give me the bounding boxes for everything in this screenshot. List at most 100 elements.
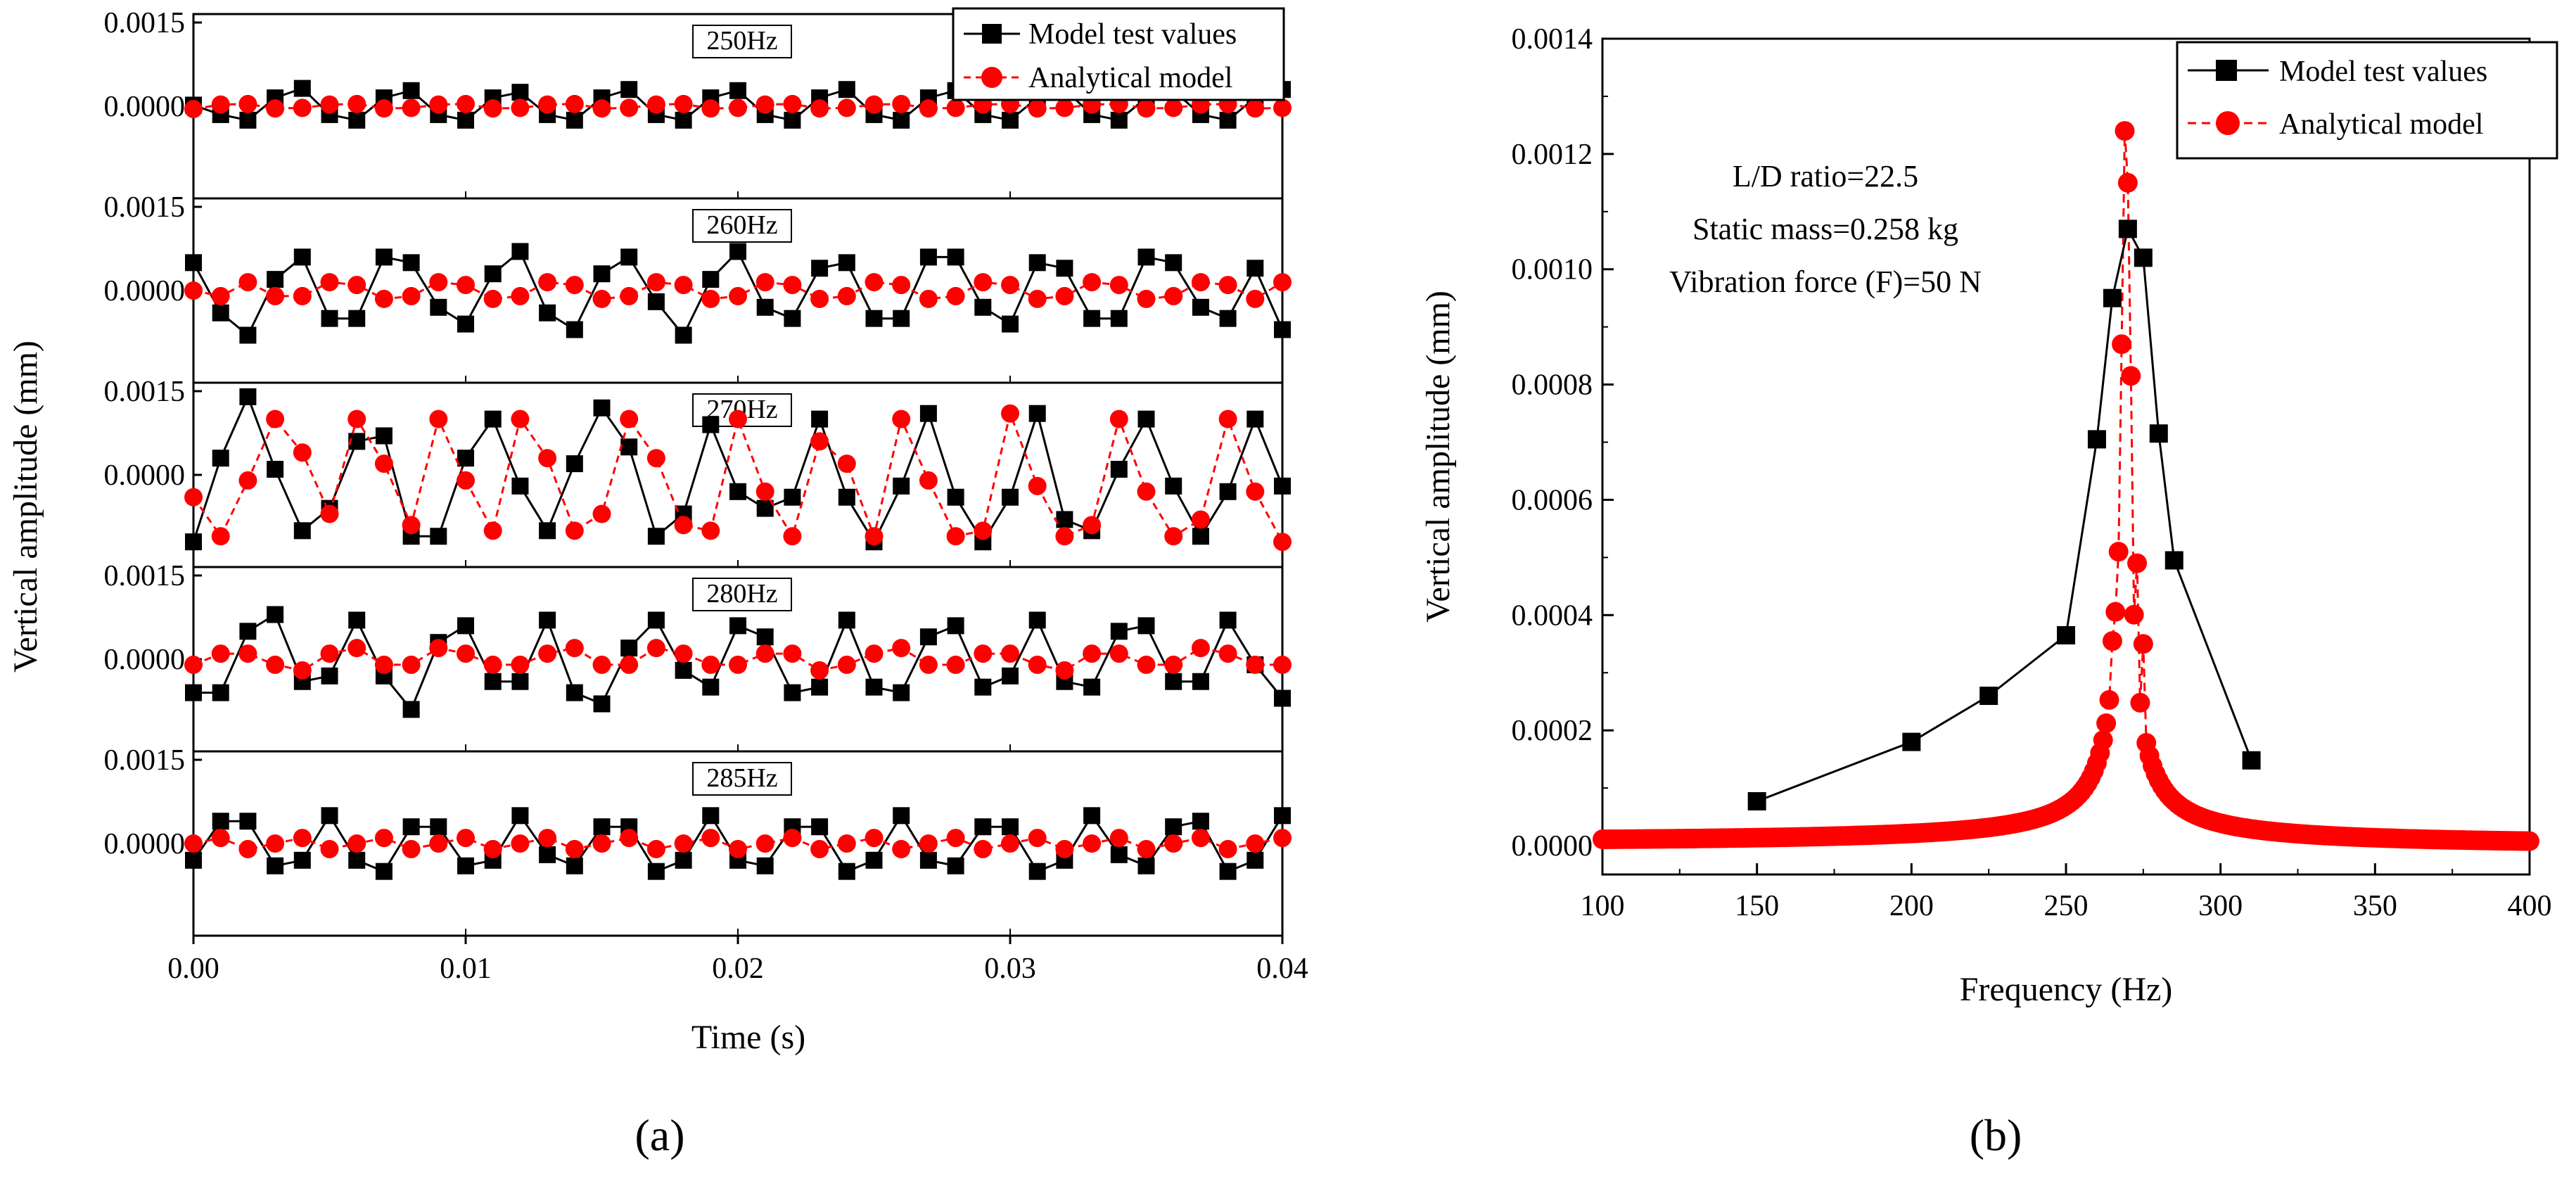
panel-a-subplot-280Hz: 0.0015 0.0000 280Hz (104, 560, 1292, 753)
analytical-model-point (2102, 631, 2122, 651)
test-value-point (348, 310, 366, 327)
analytical-model-point (1055, 661, 1074, 680)
analytical-model-point (646, 95, 665, 114)
panel-b-legend-label-model: Analytical model (2279, 108, 2483, 141)
analytical-model-point (565, 521, 584, 540)
test-value-point (756, 857, 774, 874)
analytical-model-point (592, 834, 611, 853)
analytical-model-point (701, 521, 720, 540)
analytical-model-point (374, 289, 393, 308)
analytical-model-point (511, 98, 530, 117)
analytical-model-point (266, 99, 285, 118)
test-value-point (566, 111, 583, 129)
analytical-model-point (266, 655, 285, 674)
test-value-point (321, 667, 338, 685)
analytical-model-point (1191, 639, 1210, 658)
analytical-model-point (347, 276, 366, 295)
analytical-model-point (946, 829, 965, 848)
y-tick-label: 0.0006 (1512, 484, 1593, 516)
frequency-label: 285Hz (706, 763, 777, 793)
test-value-point (947, 857, 964, 874)
test-value-point (838, 863, 855, 880)
analytical-model-point (755, 482, 774, 501)
analytical-model-point (184, 99, 203, 118)
panel-a-subplots: 0.00150.0000250Hz0.00150.0000260Hz0.0015… (104, 7, 1292, 937)
analytical-model-point (1109, 829, 1128, 848)
test-value-point (919, 628, 937, 646)
analytical-model-point (674, 834, 693, 853)
analytical-model-point (184, 281, 203, 300)
analytical-model-point (402, 655, 421, 674)
frequency-label-box (692, 209, 792, 243)
test-value-point (919, 405, 937, 422)
test-value-point (1979, 687, 1998, 706)
test-value-point (647, 293, 665, 310)
analytical-model-point (729, 839, 747, 858)
test-value-point (974, 818, 992, 836)
analytical-model-point (674, 644, 693, 663)
test-value-point (267, 461, 284, 478)
x-tick-label: 400 (2508, 890, 2552, 922)
test-value-point (893, 111, 910, 129)
panel-b-legend-box (2176, 41, 2558, 160)
test-value-point (1192, 528, 1209, 545)
panel-b-legend: Model test values Analytical model (2176, 41, 2558, 160)
test-value-point (348, 111, 366, 129)
analytical-model-point (2520, 831, 2539, 851)
analytical-model-point (701, 829, 720, 848)
test-value-point (1165, 477, 1182, 495)
test-value-point (293, 248, 311, 266)
analytical-model-point (374, 454, 393, 473)
analytical-model-point (1055, 527, 1074, 546)
test-value-point (1246, 410, 1264, 428)
analytical-model-point (1164, 655, 1183, 674)
test-value-point (784, 111, 801, 129)
test-value-point (1137, 857, 1155, 874)
analytical-model-point (1218, 276, 1237, 295)
y-tick-label: 0.0015 (104, 376, 186, 408)
test-value-point (1056, 260, 1073, 277)
analytical-model-point (592, 289, 611, 308)
test-value-point (1028, 863, 1046, 880)
analytical-model-point (457, 829, 475, 848)
panel-b-chart: 100 150 200 250 300 350 400 0.0000 0.0002 0.0004 0… (1420, 23, 2558, 1008)
analytical-model-point (865, 527, 884, 546)
test-value-point (675, 111, 692, 129)
test-value-point (974, 678, 992, 696)
analytical-model-point (701, 655, 720, 674)
test-value-point (2164, 551, 2183, 570)
analytical-model-point (211, 527, 230, 546)
analytical-model-point (2117, 172, 2138, 193)
test-value-point (402, 701, 420, 718)
analytical-model-point (592, 504, 611, 523)
test-value-point (811, 818, 829, 836)
test-value-point (620, 248, 638, 266)
x-tick-label: 200 (1889, 890, 1934, 922)
test-value-point (457, 450, 474, 467)
test-value-point (457, 111, 474, 129)
test-value-point (1747, 791, 1766, 810)
panel-b-legend-label-test: Model test values (2279, 56, 2487, 88)
frequency-label-box (692, 578, 792, 611)
y-tick-label: 0.0015 (104, 560, 186, 592)
analytical-model-point (429, 95, 448, 114)
analytical-model-point (810, 289, 829, 308)
test-value-point (402, 254, 420, 272)
test-value-point (511, 243, 529, 260)
analytical-model-point (184, 488, 203, 507)
analytical-model-point (946, 527, 965, 546)
analytical-model-point (1001, 834, 1019, 853)
test-value-point (702, 416, 720, 433)
analytical-model-point (2115, 121, 2135, 141)
analytical-model-point (565, 639, 584, 658)
test-value-point (919, 851, 937, 869)
test-value-point (1274, 689, 1291, 707)
analytical-model-point (919, 99, 938, 118)
test-value-point (893, 807, 910, 825)
analytical-model-point (1083, 273, 1102, 292)
test-value-point (865, 851, 883, 869)
test-value-point (1028, 611, 1046, 629)
test-value-point (865, 678, 883, 696)
x-tick-label: 0.04 (1256, 953, 1308, 985)
